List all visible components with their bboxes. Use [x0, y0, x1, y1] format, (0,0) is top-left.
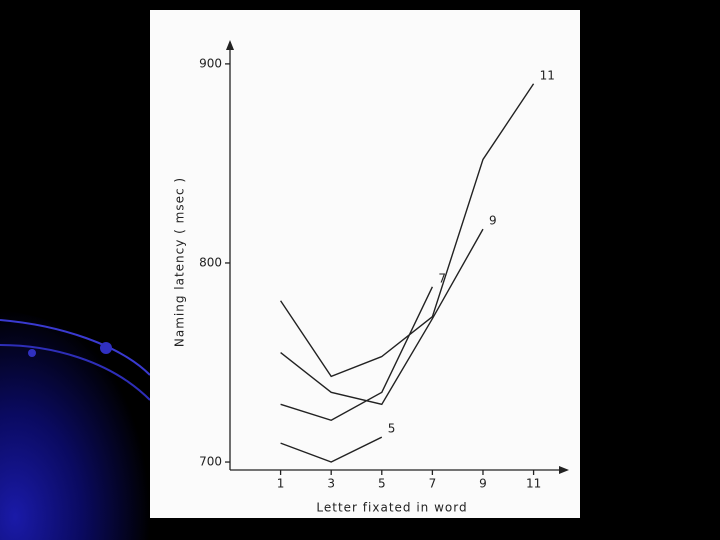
y-axis-arrow	[226, 40, 234, 50]
y-tick-label: 800	[199, 255, 222, 269]
series-label: 7	[438, 271, 446, 285]
y-axis-label: Naming latency ( msec )	[173, 177, 187, 347]
swoosh-line	[0, 344, 151, 401]
series-label: 11	[540, 68, 555, 82]
series-line	[280, 83, 535, 378]
x-tick-label: 5	[378, 477, 386, 491]
swoosh-dot	[28, 349, 36, 357]
x-axis-arrow	[559, 466, 569, 474]
x-tick-label: 11	[526, 477, 541, 491]
swoosh-dot	[100, 342, 112, 354]
series-line	[280, 286, 434, 421]
swoosh-line	[0, 319, 151, 376]
y-tick-label: 700	[199, 455, 222, 469]
x-axis-label: Letter fixated in word	[316, 501, 467, 515]
x-tick-label: 7	[429, 477, 437, 491]
series-line	[280, 436, 383, 463]
chart: Naming latency ( msec ) Letter fixated i…	[173, 40, 569, 515]
y-tick-label: 900	[199, 56, 222, 70]
series-label: 5	[388, 422, 396, 436]
swoosh	[0, 310, 150, 540]
x-tick-label: 3	[327, 477, 335, 491]
x-tick-label: 9	[479, 477, 487, 491]
chart-panel	[150, 10, 580, 518]
series-label: 9	[489, 214, 497, 228]
x-tick-label: 1	[277, 477, 285, 491]
series-line	[280, 228, 484, 406]
